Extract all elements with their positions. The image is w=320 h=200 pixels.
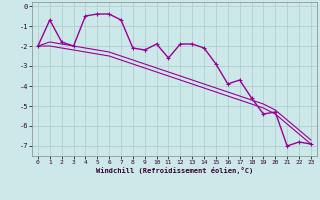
X-axis label: Windchill (Refroidissement éolien,°C): Windchill (Refroidissement éolien,°C) bbox=[96, 167, 253, 174]
